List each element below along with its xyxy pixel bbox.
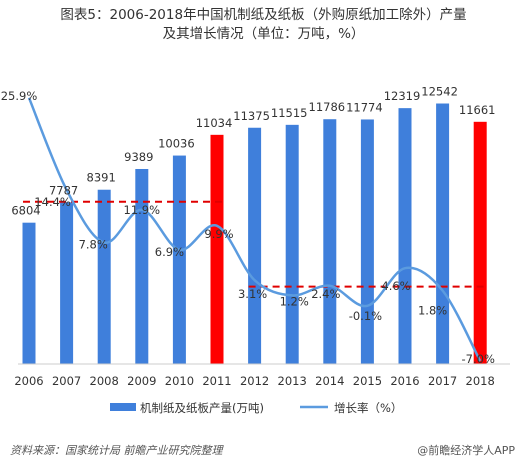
growth-rate-line xyxy=(27,97,482,362)
x-tick-2009: 2009 xyxy=(127,374,156,388)
growth-label-2018: -7.0% xyxy=(462,352,495,366)
bar-series xyxy=(22,103,487,365)
bar-label-2008: 8391 xyxy=(87,171,116,185)
bar-label-2015: 11774 xyxy=(346,100,383,114)
x-tick-2018: 2018 xyxy=(466,374,495,388)
bar-2007 xyxy=(60,202,74,364)
x-tick-2017: 2017 xyxy=(428,374,457,388)
title-line-1: 图表5：2006-2018年中国机制纸及纸板（外购原纸加工除外）产量 xyxy=(60,7,467,23)
growth-label-2013: 1.2% xyxy=(280,294,309,308)
growth-value-labels: 25.9%14.4%7.8%11.9%6.9%9.9%3.1%1.2%2.4%-… xyxy=(1,89,495,366)
bar-2014 xyxy=(323,119,337,365)
average-lines xyxy=(23,200,489,288)
growth-label-2015: -0.1% xyxy=(349,309,382,323)
x-tick-2016: 2016 xyxy=(390,374,419,388)
growth-label-2017: 1.8% xyxy=(418,304,447,318)
bar-2010 xyxy=(172,155,186,364)
growth-label-2008: 7.8% xyxy=(79,238,108,252)
bar-label-2017: 12542 xyxy=(421,85,458,99)
growth-label-2016: 4.6% xyxy=(381,279,410,293)
bar-2008 xyxy=(97,189,111,364)
bar-2015 xyxy=(360,119,374,364)
legend-bar-swatch xyxy=(110,403,136,411)
source-note: 资料来源：国家统计局 前瞻产业研究院整理 xyxy=(10,444,223,457)
watermark-credit: @前瞻经济学人APP xyxy=(417,444,515,457)
bar-2018 xyxy=(473,121,487,364)
bar-2012 xyxy=(248,127,262,364)
growth-label-2006: 25.9% xyxy=(1,89,38,103)
chart-title: 图表5：2006-2018年中国机制纸及纸板（外购原纸加工除外）产量 及其增长情… xyxy=(0,6,527,44)
growth-label-2014: 2.4% xyxy=(311,287,340,301)
bar-label-2010: 10036 xyxy=(158,137,195,151)
bar-2016 xyxy=(398,108,412,364)
x-tick-2008: 2008 xyxy=(90,374,119,388)
bar-label-2009: 9389 xyxy=(124,150,153,164)
legend-bar-label: 机制纸及纸板产量(万吨) xyxy=(140,401,264,415)
legend: 机制纸及纸板产量(万吨) 增长率（%） xyxy=(110,401,402,415)
bar-label-2014: 11786 xyxy=(309,100,346,114)
x-tick-2007: 2007 xyxy=(52,374,81,388)
bar-2009 xyxy=(135,168,149,364)
bar-2011 xyxy=(210,134,224,364)
bar-2017 xyxy=(436,103,450,365)
growth-label-2007: 14.4% xyxy=(34,195,71,209)
bar-2013 xyxy=(285,124,299,364)
bar-label-2016: 12319 xyxy=(384,89,421,103)
title-line-2: 及其增长情况（单位：万吨，%） xyxy=(162,26,365,42)
bar-label-2013: 11515 xyxy=(271,106,308,120)
x-tick-2013: 2013 xyxy=(278,374,307,388)
x-tick-2014: 2014 xyxy=(315,374,344,388)
growth-label-2011: 9.9% xyxy=(204,227,233,241)
bar-2006 xyxy=(22,222,36,364)
x-tick-2011: 2011 xyxy=(202,374,231,388)
x-tick-2010: 2010 xyxy=(165,374,194,388)
x-tick-2012: 2012 xyxy=(240,374,269,388)
x-axis-ticks: 2006 2007 2008 2009 2010 2011 2012 2013 2014 2015… xyxy=(14,374,494,388)
growth-label-2010: 6.9% xyxy=(155,245,184,259)
bar-label-2018: 11661 xyxy=(459,103,496,117)
x-tick-2015: 2015 xyxy=(353,374,382,388)
bar-label-2012: 11375 xyxy=(233,109,270,123)
x-tick-2006: 2006 xyxy=(14,374,43,388)
bar-label-2007: 7787 xyxy=(49,183,78,197)
bar-label-2011: 11034 xyxy=(196,116,233,130)
bar-label-2006: 6804 xyxy=(11,204,40,218)
growth-label-2009: 11.9% xyxy=(124,203,161,217)
legend-line-label: 增长率（%） xyxy=(334,401,402,415)
growth-label-2012: 3.1% xyxy=(238,287,267,301)
